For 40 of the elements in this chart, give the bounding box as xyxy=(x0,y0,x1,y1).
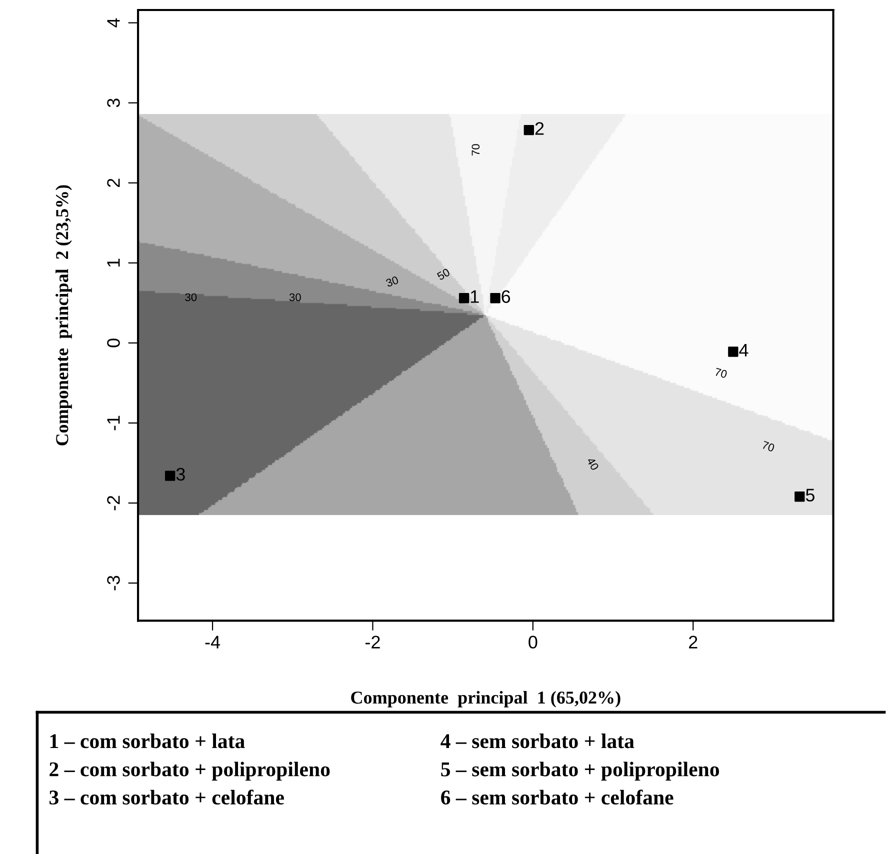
x-tick-label: 2 xyxy=(689,636,698,648)
point xyxy=(794,492,805,502)
annotation: 30 xyxy=(185,293,197,302)
point xyxy=(490,293,500,304)
annotation: 70 xyxy=(714,368,728,378)
text: 5 – sem sorbato + polipropileno xyxy=(441,762,720,781)
annotation: 1 xyxy=(470,290,479,303)
text: 4 – sem sorbato + lata xyxy=(440,734,634,748)
annotation: 4 xyxy=(739,344,748,356)
y-tick-label: 1 xyxy=(107,258,120,267)
annotation: 30 xyxy=(289,293,301,302)
y-tick-label: 4 xyxy=(107,18,120,28)
y-tick-label: 0 xyxy=(107,338,120,348)
annotation: 70 xyxy=(762,440,775,452)
text: 3 – com sorbato + celofane xyxy=(50,790,284,805)
point xyxy=(524,124,534,136)
x-tick-label: 0 xyxy=(528,636,538,649)
annotation: 2 xyxy=(535,122,544,135)
annotation: 70 xyxy=(472,144,480,156)
annotation: 40 xyxy=(586,456,600,471)
x-axis-title: Componente principal 1 (65,02%) xyxy=(351,690,620,708)
annotation: 50 xyxy=(436,268,450,280)
y-tick-label: 3 xyxy=(107,98,120,108)
y-tick-label: -2 xyxy=(107,496,120,510)
y-axis-title: Componente principal 2 (23,5%) xyxy=(56,185,72,446)
point xyxy=(458,293,470,304)
x-tick-label: -4 xyxy=(205,636,220,648)
annotation: 6 xyxy=(502,290,510,303)
annotation: 3 xyxy=(176,468,185,481)
text: 6 – sem sorbato + celofane xyxy=(441,790,674,805)
text: 1 – com sorbato + lata xyxy=(50,734,245,748)
y-tick-label: 2 xyxy=(107,178,120,187)
text: 2 – com sorbato + polipropileno xyxy=(50,762,330,781)
x-tick-label: -2 xyxy=(366,636,380,648)
annotation: 5 xyxy=(806,488,814,502)
y-tick-label: -1 xyxy=(107,416,120,430)
annotation: 30 xyxy=(385,276,399,288)
point xyxy=(728,346,738,357)
point xyxy=(164,470,176,481)
y-tick-label: -3 xyxy=(107,576,120,590)
